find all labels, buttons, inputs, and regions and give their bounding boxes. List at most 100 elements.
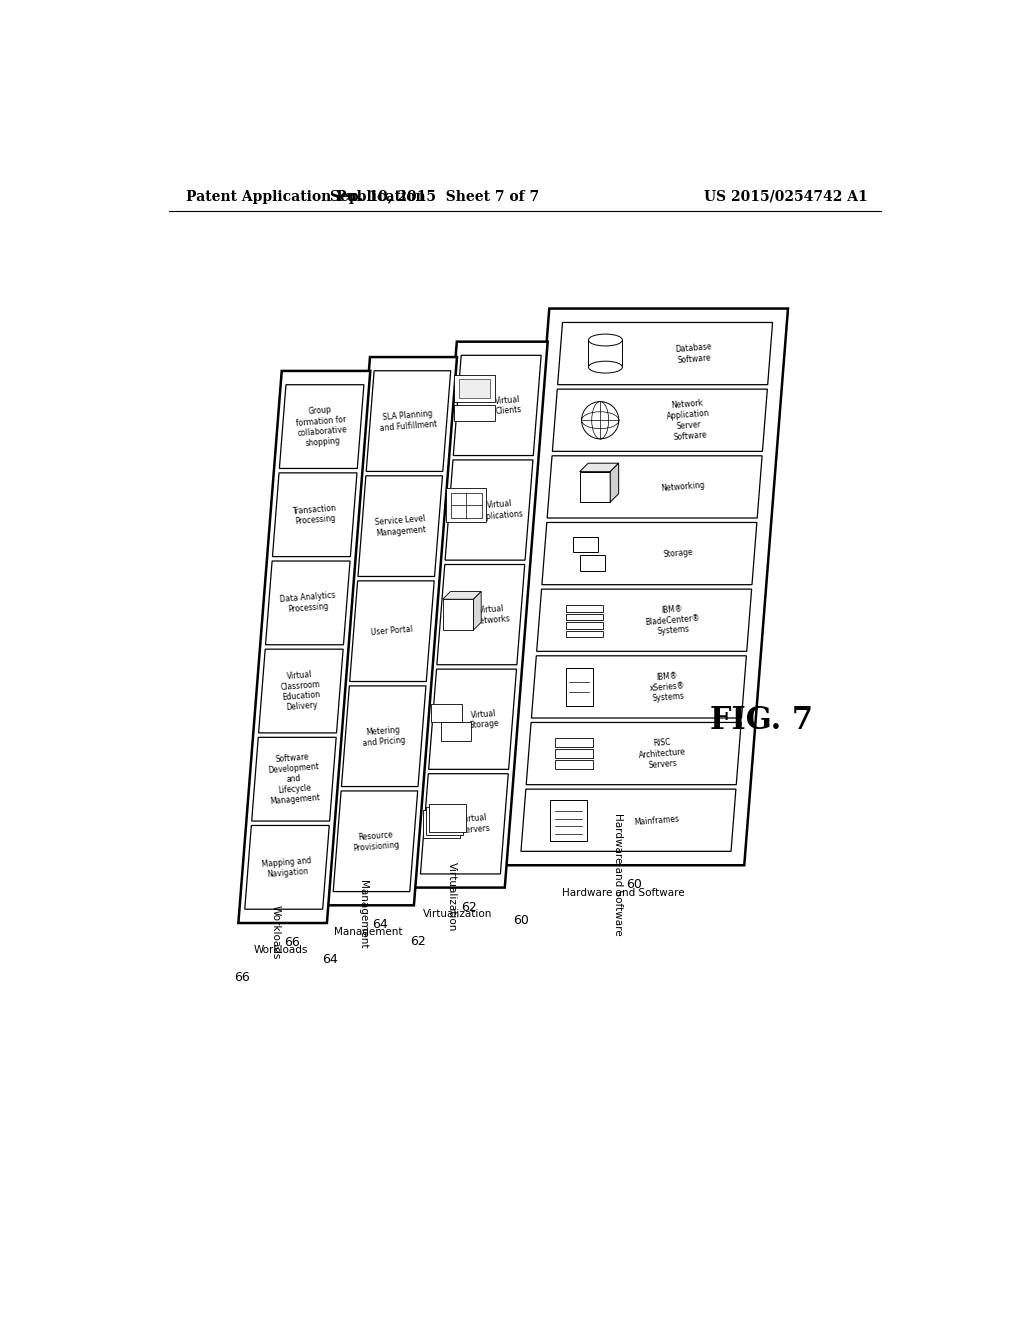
Polygon shape xyxy=(333,791,418,891)
Text: 60: 60 xyxy=(627,878,642,891)
Polygon shape xyxy=(350,581,434,681)
Bar xyxy=(446,488,486,523)
Text: Software
Development
and
Lifecycle
Management: Software Development and Lifecycle Manag… xyxy=(266,752,322,807)
Polygon shape xyxy=(245,825,330,909)
Text: Virtual
Classroom
Education
Delivery: Virtual Classroom Education Delivery xyxy=(280,669,323,713)
Bar xyxy=(431,704,462,722)
Polygon shape xyxy=(327,358,457,906)
Text: Resource
Provisioning: Resource Provisioning xyxy=(351,830,399,853)
Bar xyxy=(429,804,466,832)
Bar xyxy=(589,341,623,367)
Text: 62: 62 xyxy=(410,935,426,948)
Polygon shape xyxy=(252,738,336,821)
Text: IBM®
BladeCenter®
Systems: IBM® BladeCenter® Systems xyxy=(644,603,701,638)
Text: Virtual
Servers: Virtual Servers xyxy=(460,813,490,834)
Text: Database
Software: Database Software xyxy=(675,342,713,364)
Polygon shape xyxy=(552,389,767,451)
Polygon shape xyxy=(272,473,357,557)
Bar xyxy=(555,760,593,768)
Polygon shape xyxy=(280,384,364,469)
Bar xyxy=(555,738,593,747)
Text: Metering
and Pricing: Metering and Pricing xyxy=(361,725,406,747)
Text: SLA Planning
and Fulfillment: SLA Planning and Fulfillment xyxy=(379,409,438,433)
Bar xyxy=(580,471,610,502)
Bar xyxy=(442,599,473,630)
Polygon shape xyxy=(537,589,752,651)
Text: Management: Management xyxy=(358,880,369,949)
Ellipse shape xyxy=(589,334,623,346)
Bar xyxy=(426,807,463,834)
Polygon shape xyxy=(437,565,524,665)
Polygon shape xyxy=(542,523,757,585)
Bar xyxy=(455,375,495,403)
Text: Workloads: Workloads xyxy=(270,906,281,960)
Polygon shape xyxy=(445,459,532,560)
Text: Network
Application
Server
Software: Network Application Server Software xyxy=(666,399,712,442)
Text: 64: 64 xyxy=(323,953,338,966)
Polygon shape xyxy=(558,322,772,384)
Text: 66: 66 xyxy=(284,936,300,949)
Text: IBM®
xSeries®
Systems: IBM® xSeries® Systems xyxy=(648,671,686,704)
Polygon shape xyxy=(610,463,618,502)
Text: Storage: Storage xyxy=(663,548,693,560)
Ellipse shape xyxy=(589,362,623,374)
Text: US 2015/0254742 A1: US 2015/0254742 A1 xyxy=(705,190,868,203)
Bar xyxy=(572,537,598,552)
Text: Hardware and Software: Hardware and Software xyxy=(562,887,684,898)
Polygon shape xyxy=(265,561,350,644)
Bar xyxy=(565,668,593,705)
Polygon shape xyxy=(454,355,541,455)
Text: Data Analytics
Processing: Data Analytics Processing xyxy=(280,591,337,615)
Text: Networking: Networking xyxy=(660,480,706,494)
Text: 64: 64 xyxy=(372,919,388,932)
Bar xyxy=(459,379,489,397)
Polygon shape xyxy=(547,455,762,517)
Text: Virtual
Storage: Virtual Storage xyxy=(468,709,499,730)
Text: Mainframes: Mainframes xyxy=(634,814,680,826)
Polygon shape xyxy=(580,463,618,471)
Text: Virtual
Networks: Virtual Networks xyxy=(473,603,511,626)
Bar xyxy=(550,800,588,841)
Bar xyxy=(451,494,481,517)
Bar xyxy=(566,631,603,638)
Polygon shape xyxy=(239,371,371,923)
Text: Virtualization: Virtualization xyxy=(447,862,457,932)
Text: Workloads: Workloads xyxy=(254,945,308,956)
Text: Hardware and Software: Hardware and Software xyxy=(612,813,623,936)
Polygon shape xyxy=(358,475,442,577)
Text: 60: 60 xyxy=(513,913,529,927)
Bar xyxy=(455,405,495,421)
Text: RISC
Architecture
Servers: RISC Architecture Servers xyxy=(638,737,687,771)
Bar xyxy=(423,810,460,838)
Text: 66: 66 xyxy=(234,972,250,983)
Polygon shape xyxy=(259,649,343,733)
Text: Virtual
Applications: Virtual Applications xyxy=(475,499,524,521)
Text: Virtualization: Virtualization xyxy=(423,909,493,920)
Polygon shape xyxy=(429,669,516,770)
Polygon shape xyxy=(526,722,741,784)
Text: Virtual
Clients: Virtual Clients xyxy=(495,395,522,416)
Bar xyxy=(566,614,603,620)
Bar xyxy=(440,722,471,741)
Polygon shape xyxy=(414,342,548,887)
Polygon shape xyxy=(442,591,481,599)
Bar xyxy=(580,556,605,570)
Polygon shape xyxy=(531,656,746,718)
Polygon shape xyxy=(367,371,451,471)
Bar xyxy=(555,750,593,758)
Text: Transaction
Processing: Transaction Processing xyxy=(292,503,338,527)
Bar xyxy=(566,606,603,611)
Text: Mapping and
Navigation: Mapping and Navigation xyxy=(261,855,312,879)
Text: User Portal: User Portal xyxy=(371,626,414,638)
Polygon shape xyxy=(473,591,481,630)
Text: Management: Management xyxy=(335,927,402,937)
Circle shape xyxy=(582,401,618,438)
Polygon shape xyxy=(341,686,426,787)
Polygon shape xyxy=(421,774,508,874)
Text: FIG. 7: FIG. 7 xyxy=(711,705,813,737)
Polygon shape xyxy=(506,309,788,866)
Polygon shape xyxy=(521,789,736,851)
Text: 62: 62 xyxy=(461,900,476,913)
Text: Service Level
Management: Service Level Management xyxy=(374,515,426,537)
Text: Patent Application Publication: Patent Application Publication xyxy=(186,190,426,203)
